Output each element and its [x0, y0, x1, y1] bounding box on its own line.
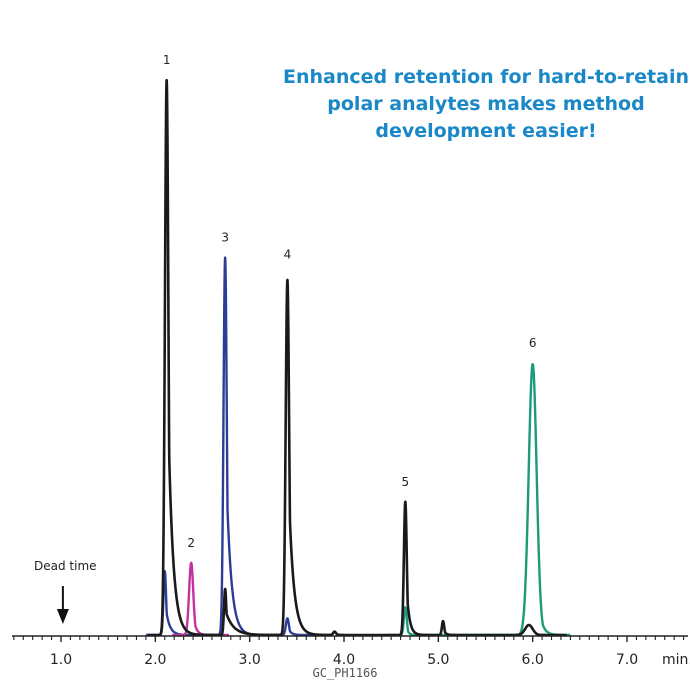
- peak-label: 6: [529, 336, 537, 350]
- x-tick-label: 7.0: [616, 652, 638, 668]
- dead-time-arrow-head: [56, 609, 69, 624]
- x-axis-tick-labels: 1.0 2.0 3.0 4.0 5.0 6.0 7.0: [50, 652, 638, 668]
- x-tick-label: 6.0: [522, 652, 544, 668]
- callout-line-3: development easier!: [375, 120, 597, 142]
- x-axis-minor-ticks: [13, 636, 685, 642]
- chromatogram-traces: [144, 78, 572, 637]
- chromatogram-trace-4: [385, 362, 572, 637]
- callout-line-1: Enhanced retention for hard-to-retain: [282, 66, 689, 88]
- peak-label: 3: [221, 231, 229, 245]
- x-tick-label: 2.0: [144, 652, 166, 668]
- peak-labels: 1 2 3 4 5 6: [163, 53, 537, 550]
- dead-time-label: Dead time: [34, 559, 97, 573]
- callout-line-2: polar analytes makes method: [327, 93, 645, 115]
- x-axis-label: min.: [662, 652, 690, 668]
- chromatogram-trace-1: [146, 78, 568, 637]
- figure-code: GC_PH1166: [312, 666, 378, 680]
- chromatogram-trace-2: [144, 256, 327, 637]
- x-tick-label: 1.0: [50, 652, 72, 668]
- x-tick-label: 3.0: [239, 652, 261, 668]
- peak-label: 2: [187, 536, 195, 550]
- peak-label: 4: [284, 247, 292, 261]
- peak-label: 5: [401, 475, 409, 489]
- x-tick-label: 5.0: [427, 652, 449, 668]
- highlight-callout: Enhanced retention for hard-to-retain po…: [268, 64, 690, 145]
- dead-time-arrow-icon: [56, 586, 69, 624]
- peak-label: 1: [163, 53, 171, 67]
- x-tick-label: 4.0: [333, 652, 355, 668]
